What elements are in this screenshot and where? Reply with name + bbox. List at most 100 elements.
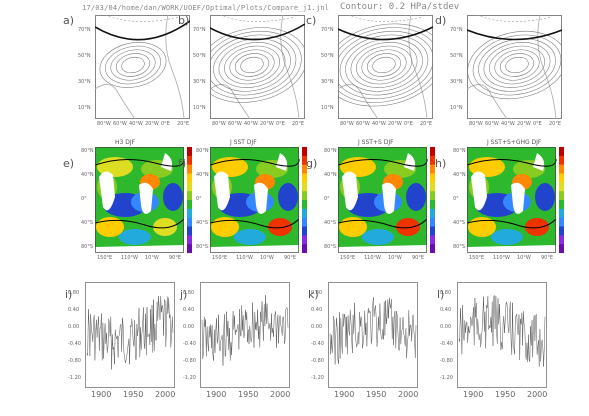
script-path: 17/03/04/home/dan/WORK/UOEF/Optimal/Plot… — [82, 4, 330, 12]
colorbar-segment — [302, 244, 307, 253]
y-tick-label: 0.80 — [183, 290, 195, 296]
colorbar-segment — [302, 226, 307, 236]
lat-tick-label: 70°N — [450, 27, 463, 33]
contour-map — [210, 15, 305, 119]
lon-tick-label: 60°W — [356, 121, 370, 127]
zero-contour — [338, 218, 428, 229]
zero-contour — [95, 218, 185, 229]
coastline — [537, 15, 557, 119]
contour-line — [494, 49, 540, 81]
x-tick-label: 1950 — [238, 390, 259, 399]
lon-tick-label: 10°W — [517, 255, 531, 261]
x-tick-label: 1950 — [123, 390, 144, 399]
colorbar-segment — [302, 147, 307, 157]
panel-title: H3 DJF — [115, 139, 136, 146]
colorbar-segment — [559, 155, 564, 165]
colorbar-segment — [430, 208, 435, 218]
lon-tick-label: 150°E — [212, 255, 228, 261]
colorbar-segment — [302, 191, 307, 201]
contour-line — [105, 45, 161, 85]
panel-label: a) — [63, 14, 75, 27]
panel-label: j) — [180, 288, 188, 301]
lon-tick-label: 20°E — [292, 121, 305, 127]
continent — [404, 153, 416, 171]
contour-line — [366, 53, 402, 77]
y-tick-label: -0.40 — [440, 341, 453, 347]
map-frame — [467, 147, 556, 253]
panel-label: c) — [306, 14, 317, 27]
x-tick-label: 1900 — [206, 390, 227, 399]
panel-label: b) — [178, 14, 190, 27]
colorbar-segment — [559, 244, 564, 253]
lon-tick-label: 40°W — [372, 121, 386, 127]
x-tick-label: 2000 — [270, 390, 291, 399]
lon-tick-label: 20°W — [388, 121, 402, 127]
sst-map — [210, 147, 307, 253]
index-series-line — [86, 296, 174, 370]
y-tick-label: 0.00 — [68, 324, 80, 330]
map-frame — [95, 15, 190, 119]
coastline — [165, 15, 185, 119]
coastline — [280, 15, 300, 119]
lon-tick-label: 20°W — [260, 121, 274, 127]
lon-tick-label: 90°E — [284, 255, 297, 261]
colorbar-segment — [187, 191, 192, 201]
lat-tick-label: 30°N — [321, 79, 334, 85]
contour-line — [240, 56, 264, 74]
y-tick-label: 0.80 — [68, 290, 80, 296]
lon-tick-label: 80°W — [340, 121, 354, 127]
zero-contour — [210, 218, 300, 229]
lat-tick-label: 80°S — [196, 244, 209, 250]
contour-line — [499, 53, 535, 77]
colorbar-segment — [430, 235, 435, 245]
panel-label: i) — [65, 288, 73, 301]
sst-anomaly-region — [163, 183, 183, 211]
x-tick-label: 1950 — [495, 390, 516, 399]
y-tick-label: 0.40 — [311, 307, 323, 313]
panel-title: J SST+S+GHG DJF — [487, 139, 542, 146]
lat-tick-label: 80°S — [81, 244, 94, 250]
colorbar-segment — [559, 147, 564, 157]
zero-contour — [210, 158, 300, 167]
lon-tick-label: 20°E — [177, 121, 190, 127]
y-tick-label: 0.40 — [183, 307, 195, 313]
colorbar-segment — [187, 182, 192, 192]
colorbar-segment — [187, 164, 192, 174]
zero-contour — [467, 218, 557, 229]
continent — [210, 245, 299, 253]
colorbar-segment — [430, 244, 435, 253]
colorbar-segment — [187, 155, 192, 165]
colorbar-segment — [302, 182, 307, 192]
lat-tick-label: 50°N — [450, 53, 463, 59]
y-tick-label: 0.00 — [311, 324, 323, 330]
colorbar-segment — [187, 200, 192, 210]
colorbar-segment — [430, 164, 435, 174]
contour-line — [338, 23, 433, 107]
lon-tick-label: 90°E — [412, 255, 425, 261]
continent — [276, 153, 288, 171]
panel-label: f) — [178, 157, 187, 170]
lon-tick-label: 20°W — [145, 121, 159, 127]
sst-anomaly-region — [211, 217, 239, 237]
lat-tick-label: 0° — [196, 196, 202, 202]
colorbar-segment — [559, 226, 564, 236]
y-tick-label: -0.40 — [68, 341, 81, 347]
contour-line — [372, 56, 396, 74]
panel-title: J SST+S DJF — [358, 139, 394, 146]
colorbar-segment — [559, 164, 564, 174]
lon-tick-label: 10°W — [145, 255, 159, 261]
lat-tick-label: 70°N — [321, 27, 334, 33]
contour-line — [121, 56, 145, 74]
y-tick-label: -0.80 — [311, 358, 324, 364]
continent — [342, 171, 358, 211]
colorbar-segment — [559, 182, 564, 192]
continent — [99, 171, 115, 211]
lat-tick-label: 30°N — [78, 79, 91, 85]
colorbar-segment — [430, 191, 435, 201]
continent — [95, 245, 184, 253]
x-tick-label: 1950 — [366, 390, 387, 399]
coastline — [95, 84, 136, 119]
colorbar-segment — [430, 226, 435, 236]
index-series-line — [458, 294, 546, 367]
contour-line — [99, 42, 167, 88]
